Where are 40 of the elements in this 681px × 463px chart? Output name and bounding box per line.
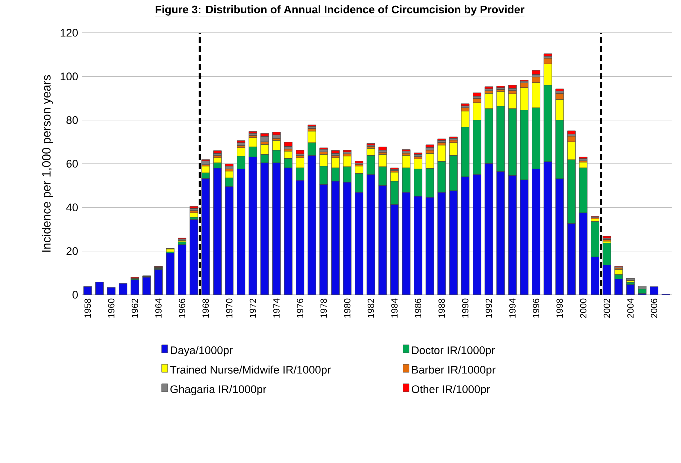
x-tick-label: 1998: [556, 298, 564, 318]
x-tick-label: 2002: [604, 298, 610, 318]
x-tick-label: 1970: [226, 298, 233, 318]
x-tick-label: 2000: [580, 298, 587, 318]
y-tick-label: 120: [60, 29, 78, 37]
y-tick-label: 60: [66, 160, 78, 168]
x-tick-label: 1990: [462, 298, 469, 318]
x-tick-label: 2004: [628, 298, 634, 318]
y-tick-label: 40: [66, 204, 78, 212]
chart-title: Figure 3: Distribution of Annual Incidence of Circumcision by Provider: [156, 6, 525, 16]
x-tick-label: 1988: [438, 298, 446, 318]
x-tick-label: 1994: [510, 298, 516, 318]
legend-label: Daya/1000pr: [171, 346, 233, 357]
legend-label: Trained Nurse/Midwife IR/1000pr: [170, 366, 331, 376]
x-tick-label: 1978: [320, 298, 328, 318]
x-tick-label: 1984: [392, 298, 398, 318]
y-tick-label: 100: [60, 72, 78, 81]
x-tick-label: 1996: [533, 298, 540, 318]
x-tick-label: 2006: [651, 298, 658, 318]
x-tick-label: 1982: [368, 298, 374, 318]
legend-label: Ghagaria IR/1000pr: [170, 385, 267, 396]
x-tick-label: 1964: [156, 298, 162, 318]
x-tick-label: 1960: [108, 298, 115, 318]
x-tick-label: 1958: [84, 298, 92, 318]
y-axis-title: Incidence per 1,000 person years: [42, 75, 54, 252]
legend-label: Barber IR/1000pr: [412, 366, 496, 376]
x-tick-label: 1974: [274, 298, 280, 318]
x-tick-label: 1968: [202, 298, 210, 318]
y-tick-label: 20: [66, 247, 78, 256]
y-tick-label: 80: [66, 116, 78, 124]
x-tick-label: 1992: [486, 298, 492, 318]
x-tick-label: 1980: [344, 298, 351, 318]
x-tick-label: 1966: [179, 298, 186, 318]
legend-label: Other IR/1000pr: [412, 385, 490, 396]
x-tick-label: 1972: [250, 298, 256, 318]
x-tick-label: 1962: [132, 298, 138, 318]
x-tick-label: 1986: [415, 298, 422, 318]
y-tick-label: 0: [72, 291, 78, 299]
legend-label: Doctor IR/1000pr: [412, 346, 496, 357]
x-tick-label: 1976: [297, 298, 304, 318]
